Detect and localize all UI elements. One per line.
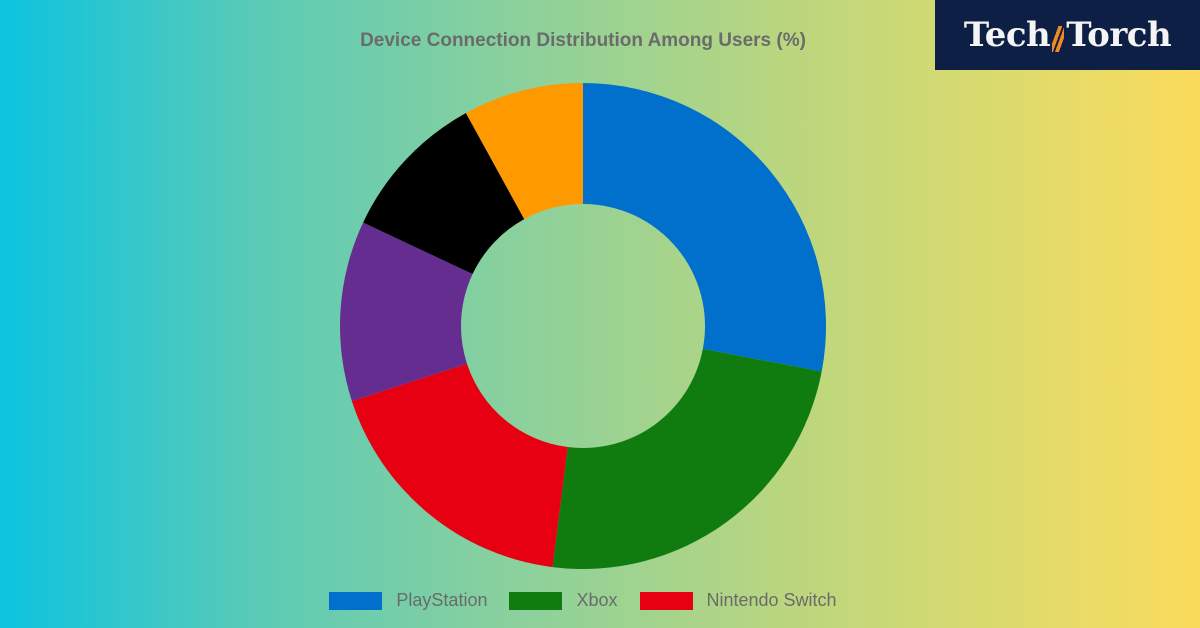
slice-5: [465, 83, 583, 220]
slice-playstation: [583, 83, 826, 372]
legend-item[interactable]: PlayStation: [329, 590, 487, 611]
slice-xbox: [552, 348, 822, 569]
legend-swatch: [329, 591, 383, 610]
legend-swatch: [639, 591, 693, 610]
legend: PlayStation Xbox Nintendo Switch: [0, 590, 1166, 611]
chart-title: Device Connection Distribution Among Use…: [360, 30, 806, 51]
flame-icon: [1052, 26, 1065, 52]
legend-label: PlayStation: [396, 590, 488, 610]
slice-4: [363, 113, 525, 275]
slice-3: [340, 222, 473, 402]
legend-item[interactable]: Nintendo Switch: [639, 590, 837, 611]
legend-label: Nintendo Switch: [706, 590, 837, 610]
logo-text-left: Tech: [963, 15, 1051, 55]
techtorch-logo: Tech Torch: [935, 0, 1200, 70]
logo-text-right: Torch: [1066, 15, 1172, 55]
legend-label: Xbox: [576, 590, 618, 610]
legend-item[interactable]: Xbox: [509, 590, 618, 611]
legend-swatch: [509, 591, 563, 610]
slice-nintendo-switch: [351, 363, 568, 568]
